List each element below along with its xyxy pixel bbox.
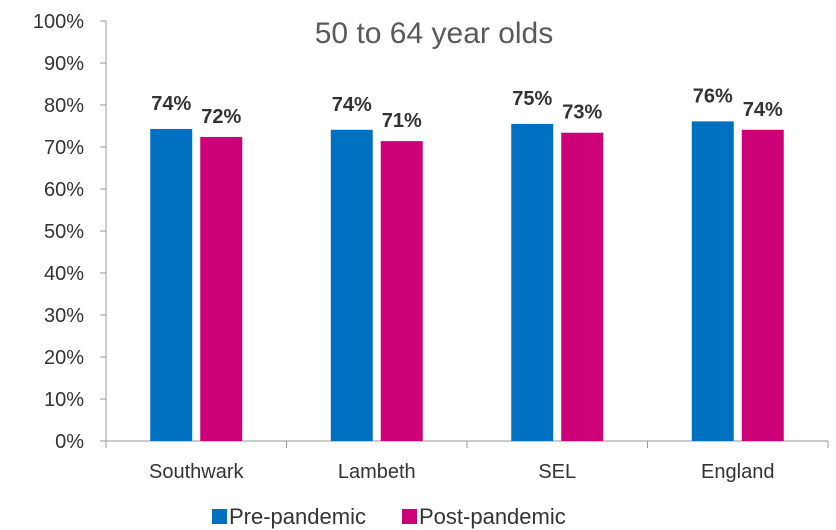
y-tick-label: 80% xyxy=(44,95,84,117)
bar xyxy=(200,136,243,442)
data-label: 73% xyxy=(562,102,602,124)
y-tick-label: 20% xyxy=(44,347,84,369)
data-label: 72% xyxy=(201,106,241,128)
data-label: 74% xyxy=(332,94,372,116)
x-tick-label: England xyxy=(701,461,774,483)
legend-label: Post-pandemic xyxy=(419,504,566,529)
y-tick-label: 30% xyxy=(44,305,84,327)
bar xyxy=(691,121,734,441)
data-label: 74% xyxy=(743,99,783,121)
data-label: 71% xyxy=(382,110,422,132)
bar xyxy=(150,128,193,441)
y-tick-label: 70% xyxy=(44,137,84,159)
bar xyxy=(741,129,784,441)
legend-label: Pre-pandemic xyxy=(229,504,366,529)
y-tick-label: 40% xyxy=(44,263,84,285)
data-label: 74% xyxy=(151,93,191,115)
x-tick-label: SEL xyxy=(538,461,576,483)
bar xyxy=(511,123,554,442)
data-label: 76% xyxy=(693,85,733,107)
legend-swatch xyxy=(212,509,227,524)
y-tick-label: 60% xyxy=(44,179,84,201)
x-tick-label: Lambeth xyxy=(338,461,416,483)
legend-swatch xyxy=(402,509,417,524)
bars: 74% 74% 75% 76% 72% 71% 73% 74% xyxy=(150,85,784,442)
bar xyxy=(561,132,604,441)
y-tick-label: 100% xyxy=(33,11,84,33)
y-tick-label: 0% xyxy=(55,431,84,453)
data-label: 75% xyxy=(512,88,552,110)
bar xyxy=(330,129,373,441)
chart-title: 50 to 64 year olds xyxy=(315,17,554,50)
legend: Pre-pandemic Post-pandemic xyxy=(212,504,566,529)
x-tick-label: Southwark xyxy=(149,461,244,483)
y-tick-label: 90% xyxy=(44,53,84,75)
y-tick-label: 50% xyxy=(44,221,84,243)
axes: 0% 10% 20% 30% 40% 50% 60% 70% 80% 90% 100% Southwa… xyxy=(33,11,829,483)
bar xyxy=(380,141,423,441)
y-tick-label: 10% xyxy=(44,389,84,411)
